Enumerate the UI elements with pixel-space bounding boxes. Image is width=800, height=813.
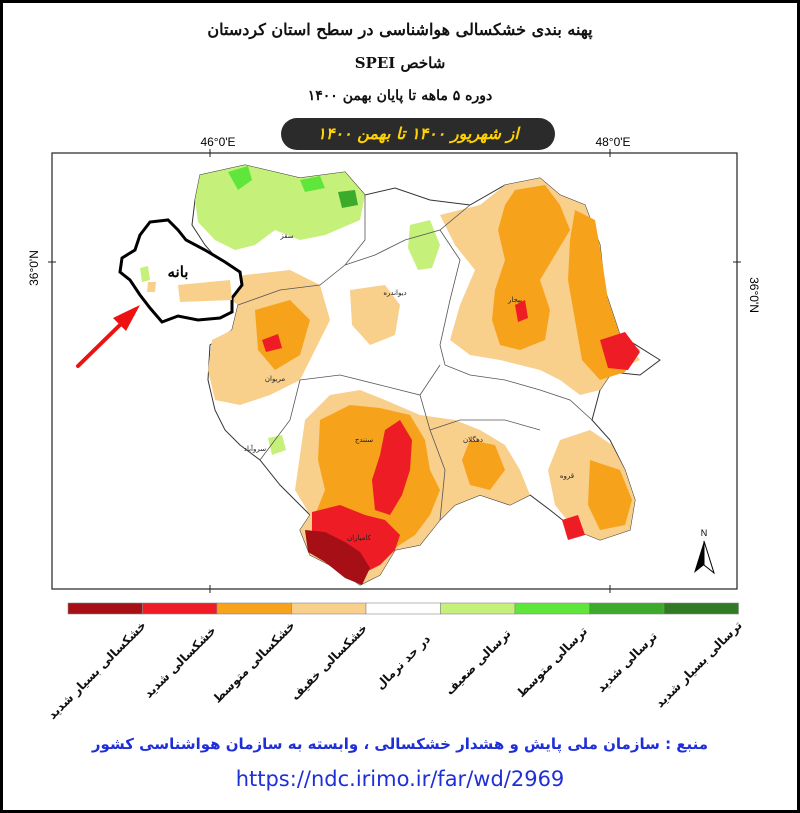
legend-bar [67, 602, 739, 615]
north-label: N [701, 528, 708, 538]
pointer-arrow [76, 305, 140, 368]
baneh-mild-drought [178, 280, 232, 302]
city-label-kamyaran: کامیاران [347, 534, 372, 542]
north-arrow-icon: N [694, 528, 715, 575]
baneh-weak-wet [140, 266, 150, 282]
legend-swatch-5 [440, 602, 516, 615]
source-link[interactable]: https://ndc.irimo.ir/far/wd/2969 [235, 767, 565, 791]
city-label-sarvabad: سروآباد [244, 444, 266, 453]
lon-label-46: 46°0'E [200, 135, 235, 149]
period-badge: از شهریور ۱۴۰۰ تا بهمن ۱۴۰۰ [281, 118, 555, 150]
city-label-divandarreh: دیواندره [383, 289, 406, 297]
legend-swatch-7 [589, 602, 665, 615]
zone-moderate-drought-w [255, 300, 310, 370]
legend-swatch-1 [142, 602, 218, 615]
source-text: منبع : سازمان ملی پایش و هشدار خشکسالی ،… [91, 735, 709, 753]
baneh-mild-drought-2 [147, 282, 156, 292]
city-label-dehgolan: دهگلان [463, 435, 483, 444]
zone-severe-drought-w [262, 334, 282, 352]
zone-moderate-drought-se [588, 460, 632, 530]
lat-label-left: 36°0'N [27, 250, 41, 286]
index-subtitle: شاخص SPEI [354, 54, 446, 72]
zone-severe-drought-e [600, 332, 640, 370]
lat-label-right: 36°0'N [747, 277, 761, 313]
zone-weak-wet-w [268, 435, 286, 455]
lon-label-48: 48°0'E [595, 135, 630, 149]
legend-swatch-3 [291, 602, 367, 615]
legend-swatch-8 [663, 602, 739, 615]
baneh-label: بانه [168, 263, 189, 281]
zone-extreme-drought [305, 530, 370, 585]
zone-severe-drought-se [562, 515, 585, 540]
zone-moderate-wet-2 [300, 176, 325, 192]
city-label-saqqez: سقز [279, 232, 293, 240]
legend-swatch-6 [514, 602, 590, 615]
zone-moderate-wet-1 [228, 166, 252, 190]
zone-severe-drought-s [372, 420, 412, 515]
city-label-qorveh: قروه [560, 472, 574, 480]
map-title: پهنه بندی خشکسالی هواشناسی در سطح استان … [207, 20, 593, 39]
zone-moderate-drought-e [492, 185, 570, 350]
city-label-bijar: بیجار [507, 296, 522, 304]
zone-mild-drought-c [350, 285, 400, 345]
zone-severe-wet [338, 190, 358, 208]
zone-severe-drought-bijar [515, 300, 528, 322]
legend-swatch-4 [365, 602, 441, 615]
city-label-marivan: مریوان [265, 375, 286, 383]
city-label-sanandaj: سنندج [355, 436, 373, 444]
period-subtitle: دوره ۵ ماهه تا پایان بهمن ۱۴۰۰ [307, 88, 493, 104]
legend-swatch-0 [67, 602, 143, 615]
zone-moderate-drought-c [462, 440, 505, 490]
legend-swatch-2 [216, 602, 292, 615]
county-borders [237, 195, 593, 521]
